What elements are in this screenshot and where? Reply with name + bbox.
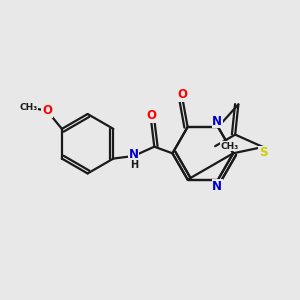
Text: N: N [212, 115, 222, 128]
Text: N: N [212, 180, 222, 193]
Text: O: O [146, 109, 156, 122]
Text: CH₃: CH₃ [220, 142, 238, 151]
Text: CH₃: CH₃ [20, 103, 38, 112]
Text: H: H [130, 160, 139, 170]
Text: N: N [129, 148, 139, 161]
Text: O: O [42, 104, 52, 117]
Text: S: S [259, 146, 267, 159]
Text: O: O [178, 88, 188, 101]
